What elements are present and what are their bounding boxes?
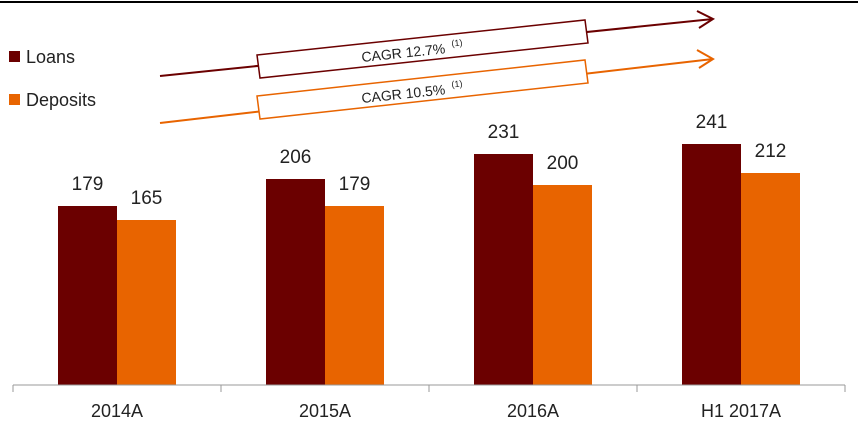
cagr-deposits: CAGR 10.5% (1): [159, 49, 715, 124]
cagr-loans: CAGR 12.7% (1): [159, 10, 716, 79]
x-tick-label-3: 2016A: [507, 401, 559, 421]
x-labels: 2014A 2015A 2016A H1 2017A: [91, 401, 781, 421]
x-ticks: [12, 385, 846, 392]
bars: [58, 144, 800, 385]
bar-loans-1: [58, 206, 117, 385]
x-tick-label-1: 2014A: [91, 401, 143, 421]
bar-loans-2: [266, 179, 325, 385]
bar-loans-3: [474, 154, 533, 385]
cagr-box-deposits: [256, 59, 589, 120]
bar-deposits-3: [533, 185, 592, 385]
bar-loans-4: [682, 144, 741, 385]
value-label-loans-3: 231: [488, 122, 520, 143]
value-label-loans-1: 179: [72, 174, 104, 195]
value-label-deposits-3: 200: [547, 153, 579, 174]
bar-deposits-1: [117, 220, 176, 385]
value-label-deposits-1: 165: [131, 188, 163, 209]
legend-swatch-deposits: [9, 94, 20, 105]
legend-label-loans: Loans: [26, 47, 75, 67]
legend-swatch-loans: [9, 51, 20, 62]
bar-deposits-2: [325, 206, 384, 385]
value-labels: 179 165 206 179 231 200 241 212: [72, 112, 787, 209]
cagr-note-deposits: (1): [451, 78, 463, 89]
value-label-loans-2: 206: [280, 147, 312, 168]
cagr-box-loans: [256, 19, 589, 79]
x-tick-label-2: 2015A: [299, 401, 351, 421]
cagr-note-loans: (1): [451, 37, 463, 48]
value-label-loans-4: 241: [696, 112, 728, 133]
value-label-deposits-2: 179: [339, 174, 371, 195]
legend-label-deposits: Deposits: [26, 90, 96, 110]
bar-deposits-4: [741, 173, 800, 385]
x-tick-label-4: H1 2017A: [701, 401, 781, 421]
cagr-arrowhead-loans: [696, 10, 716, 29]
value-label-deposits-4: 212: [755, 141, 787, 162]
legend: Loans Deposits: [9, 47, 96, 110]
cagr-arrowhead-deposits: [696, 49, 715, 69]
